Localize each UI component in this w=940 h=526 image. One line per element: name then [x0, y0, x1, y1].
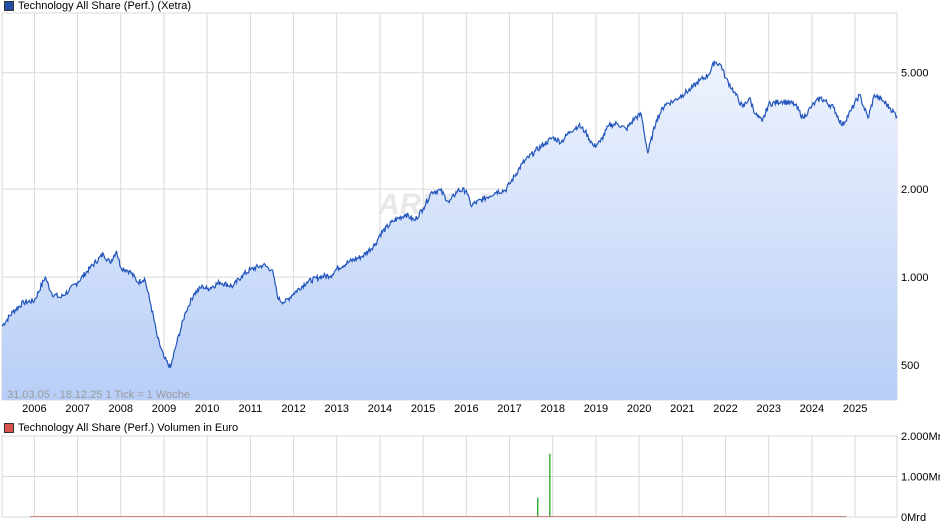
range-info: 31.03.05 - 18.12.25 1 Tick = 1 Woche — [7, 389, 190, 401]
x-tick-label: 2006 — [22, 403, 46, 415]
x-tick-label: 2008 — [109, 403, 133, 415]
x-tick-label: 2018 — [540, 403, 564, 415]
y-tick-label: 1.000 — [901, 272, 929, 284]
volume-legend-label: Technology All Share (Perf.) Volumen in … — [18, 422, 239, 434]
volume-y-tick-label: 2.000Mrd — [901, 431, 940, 443]
y-tick-label: 5.000 — [901, 68, 929, 80]
price-line — [1, 60, 898, 368]
price-x-axis: 2006 2007 2008 2009 2010 2011 2012 2013 2014 2015… — [22, 403, 867, 415]
x-tick-label: 2007 — [65, 403, 89, 415]
x-tick-label: 2019 — [584, 403, 608, 415]
x-tick-label: 2010 — [195, 403, 219, 415]
x-tick-label: 2025 — [843, 403, 867, 415]
volume-panel: 0Mrd 1.000Mrd 2.000Mrd — [1, 431, 940, 524]
x-tick-label: 2021 — [670, 403, 694, 415]
x-tick-label: 2014 — [368, 403, 392, 415]
volume-y-tick-label: 1.000Mrd — [901, 472, 940, 484]
price-legend: Technology All Share (Perf.) (Xetra) — [4, 0, 191, 12]
price-y-axis: 500 1.000 2.000 5.000 — [901, 68, 929, 372]
x-tick-label: 2016 — [454, 403, 478, 415]
x-tick-label: 2022 — [713, 403, 737, 415]
price-legend-swatch — [4, 1, 14, 11]
x-tick-label: 2011 — [239, 403, 263, 415]
volume-bars — [30, 453, 847, 517]
x-tick-label: 2017 — [497, 403, 521, 415]
x-tick-label: 2012 — [281, 403, 305, 415]
price-area-fill — [2, 61, 897, 400]
volume-y-tick-label: 0Mrd — [901, 512, 926, 524]
x-tick-label: 2020 — [627, 403, 651, 415]
x-tick-label: 2024 — [800, 403, 824, 415]
y-tick-label: 500 — [901, 360, 919, 372]
x-tick-label: 2015 — [411, 403, 435, 415]
volume-y-axis: 0Mrd 1.000Mrd 2.000Mrd — [901, 431, 940, 524]
volume-bar — [549, 453, 551, 517]
y-tick-label: 2.000 — [901, 184, 929, 196]
volume-legend-swatch — [4, 423, 14, 433]
x-tick-label: 2009 — [152, 403, 176, 415]
volume-grid — [2, 435, 897, 518]
price-legend-label: Technology All Share (Perf.) (Xetra) — [18, 0, 192, 12]
x-tick-label: 2013 — [325, 403, 349, 415]
x-tick-label: 2023 — [756, 403, 780, 415]
volume-bar — [537, 497, 539, 517]
volume-legend: Technology All Share (Perf.) Volumen in … — [4, 422, 238, 434]
